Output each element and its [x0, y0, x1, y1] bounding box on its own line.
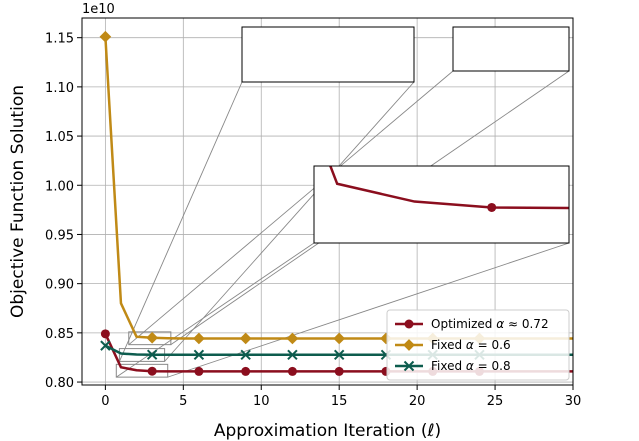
x-tick-label: 10 — [253, 394, 270, 409]
data-point — [403, 339, 415, 351]
legend-item: Fixed α = 0.8 — [395, 359, 511, 373]
y-axis-title: Objective Function Solution — [8, 85, 28, 318]
inset-panel — [241, 26, 415, 83]
x-tick-label: 0 — [101, 394, 109, 409]
y-tick-label: 0.90 — [45, 278, 74, 293]
y-tick-label: 0.80 — [45, 376, 74, 391]
data-point — [194, 366, 204, 376]
inset-background — [453, 27, 569, 71]
legend-item: Optimized α ≈ 0.72 — [395, 317, 549, 331]
data-point — [334, 366, 344, 376]
inset-background — [242, 27, 414, 82]
legend-item: Fixed α = 0.6 — [395, 338, 511, 352]
data-point — [239, 332, 252, 345]
x-tick-label: 30 — [565, 394, 582, 409]
x-tick-label: 20 — [409, 394, 426, 409]
data-point — [287, 366, 297, 376]
y-tick-label: 0.95 — [45, 228, 74, 243]
data-point — [403, 360, 415, 372]
data-point — [146, 331, 158, 344]
legend: Optimized α ≈ 0.72 Fixed α = 0.6 Fixed α =… — [386, 309, 570, 381]
data-point — [333, 332, 346, 345]
inset-frame — [313, 165, 570, 244]
plot-frame — [81, 17, 574, 386]
data-point — [286, 332, 299, 345]
data-point — [193, 332, 205, 345]
inset-frame — [241, 26, 415, 83]
legend-box — [386, 309, 570, 381]
inset-series-line — [389, 74, 639, 105]
legend-label: Optimized α ≈ 0.72 — [431, 317, 549, 331]
y-tick-label: 0.85 — [45, 327, 74, 342]
inset-panel — [313, 165, 570, 244]
zoom-connector — [118, 81, 243, 362]
data-point — [99, 30, 112, 43]
x-tick-label: 15 — [331, 394, 348, 409]
x-tick-label: 5 — [179, 394, 187, 409]
data-point — [146, 349, 158, 360]
legend-label: Fixed α = 0.6 — [431, 338, 511, 352]
data-point — [193, 349, 205, 361]
offset-label: 1e10 — [82, 2, 115, 17]
x-tick-label: 25 — [487, 394, 504, 409]
data-point — [100, 329, 110, 339]
data-point — [100, 340, 111, 351]
y-tick-label: 1.00 — [45, 179, 74, 194]
ticks: 0 5 10 15 20 25 30 0.80 0.85 0.90 0.95 1.00 1.05 1.10… — [45, 32, 581, 409]
inset-zooms — [241, 26, 639, 244]
inset-frame — [452, 26, 570, 72]
data-point — [287, 349, 298, 361]
y-tick-label: 1.15 — [45, 32, 74, 47]
y-tick-label: 1.05 — [45, 130, 74, 145]
data-point — [240, 349, 251, 361]
zoom-connector — [164, 81, 415, 362]
inset-panel — [389, 26, 639, 105]
zoom-connector — [116, 242, 315, 378]
data-point — [487, 202, 497, 212]
zoom-connector — [128, 70, 454, 346]
x-axis-title: Approximation Iteration (ℓ) — [214, 421, 441, 441]
data-point — [333, 349, 345, 361]
legend-label: Fixed α = 0.8 — [431, 359, 511, 373]
data-point — [404, 319, 414, 329]
data-point — [241, 366, 251, 376]
data-point — [147, 366, 157, 376]
y-tick-label: 1.10 — [45, 81, 74, 96]
